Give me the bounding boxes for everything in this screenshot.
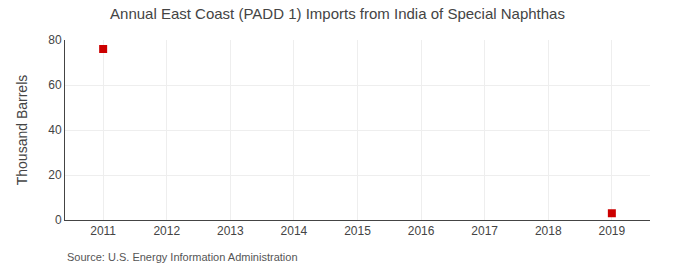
svg-text:2019: 2019	[598, 224, 625, 238]
svg-text:2016: 2016	[408, 224, 435, 238]
svg-text:2014: 2014	[281, 224, 308, 238]
svg-text:2017: 2017	[471, 224, 498, 238]
svg-text:20: 20	[48, 168, 62, 182]
svg-text:2018: 2018	[535, 224, 562, 238]
svg-text:2013: 2013	[217, 224, 244, 238]
svg-text:2012: 2012	[153, 224, 180, 238]
svg-text:Thousand Barrels: Thousand Barrels	[14, 75, 30, 186]
svg-text:60: 60	[48, 78, 62, 92]
svg-text:2011: 2011	[90, 224, 116, 238]
svg-text:40: 40	[48, 123, 62, 137]
svg-text:80: 80	[48, 33, 62, 47]
svg-text:0: 0	[55, 213, 62, 227]
svg-text:Annual East Coast (PADD 1) Imp: Annual East Coast (PADD 1) Imports from …	[110, 5, 565, 22]
svg-text:Source: U.S. Energy Informatio: Source: U.S. Energy Information Administ…	[67, 251, 298, 263]
svg-text:2015: 2015	[344, 224, 371, 238]
